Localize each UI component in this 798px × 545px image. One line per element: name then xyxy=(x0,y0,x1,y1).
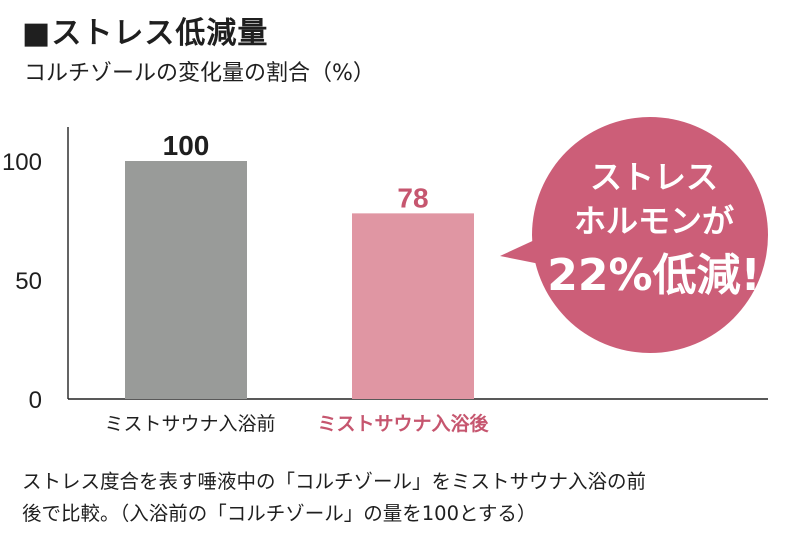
x-category-label: ミストサウナ入浴後 xyxy=(317,412,489,435)
bar-data-label: 78 xyxy=(397,182,428,213)
chart-subtitle: コルチゾールの変化量の割合（%） xyxy=(24,61,375,86)
x-category-label: ミストサウナ入浴前 xyxy=(104,413,275,435)
chart-axes: 0 50 100 xyxy=(2,127,768,414)
callout-text-line: ストレス xyxy=(590,158,718,196)
bar-data-label: 100 xyxy=(163,130,210,161)
y-tick-label: 0 xyxy=(29,387,42,414)
chart-title: ■ストレス低減量 xyxy=(22,16,269,51)
chart-bars: 100 ミストサウナ入浴前 78 ミストサウナ入浴後 xyxy=(104,130,489,435)
callout-text-line: 22%低減! xyxy=(547,250,760,301)
footnote-line-1: ストレス度合を表す唾液中の「コルチゾール」をミストサウナ入浴の前 xyxy=(22,470,647,493)
callout-text-line: ホルモンが xyxy=(574,202,734,240)
footnote-line-2: 後で比較。（入浴前の「コルチゾール」の量を100とする） xyxy=(22,502,537,525)
callout-circle xyxy=(532,117,768,353)
bar xyxy=(125,161,247,399)
footnote: ストレス度合を表す唾液中の「コルチゾール」をミストサウナ入浴の前 後で比較。（入… xyxy=(22,466,782,530)
bar xyxy=(352,213,474,399)
y-tick-label: 100 xyxy=(2,149,42,176)
y-tick-label: 50 xyxy=(15,268,42,295)
